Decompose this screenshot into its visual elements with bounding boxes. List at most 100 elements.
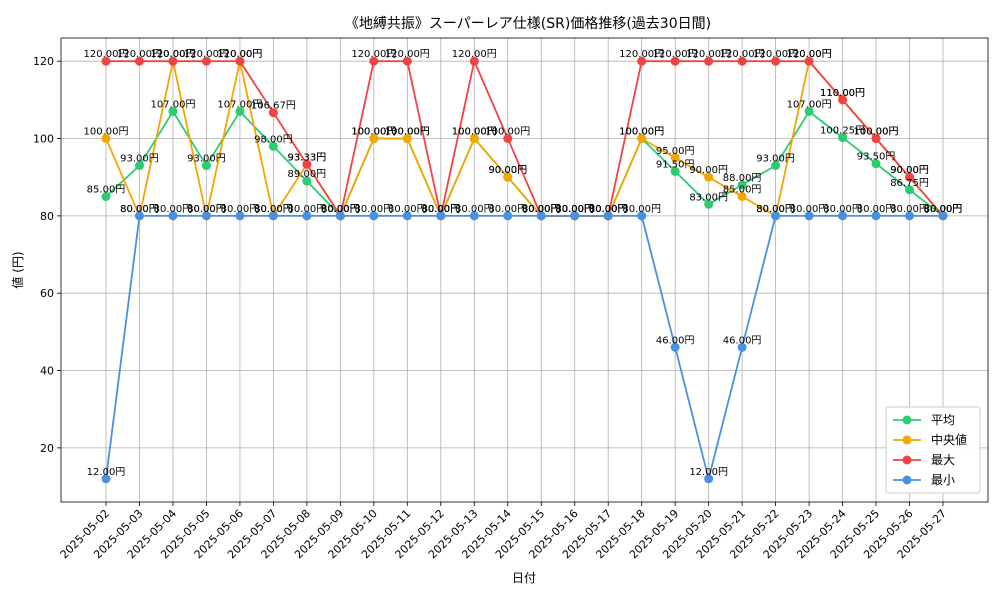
data-label-2: 90.00円 [890,165,929,176]
data-point-3 [905,211,915,221]
data-label-3: 80.00円 [120,204,159,215]
data-label-2: 80.00円 [555,204,594,215]
data-label-0: 107.00円 [217,99,262,110]
data-label-3: 12.00円 [689,467,728,478]
data-label-2: 120.00円 [217,49,262,60]
data-point-3 [771,211,781,221]
data-label-2: 120.00円 [117,49,162,60]
data-label-1: 80.00円 [555,204,594,215]
data-point-1 [101,134,111,144]
data-label-3: 80.00円 [187,204,226,215]
data-label-1: 90.00円 [689,165,728,176]
data-point-2 [704,56,714,66]
data-label-0: 91.50円 [656,159,695,170]
data-point-2 [268,108,278,118]
data-point-0 [168,106,178,116]
x-axis-label: 日付 [512,571,536,585]
y-tick-label: 20 [40,442,54,455]
data-label-3: 80.00円 [857,204,896,215]
data-point-2 [804,56,814,66]
data-point-3 [436,211,446,221]
data-point-2 [201,56,211,66]
data-label-0: 100.00円 [351,127,396,138]
data-point-3 [871,211,881,221]
data-label-3: 80.00円 [622,204,661,215]
data-point-3 [704,474,714,484]
data-point-0 [235,106,245,116]
series-line-1 [105,59,944,219]
data-label-2: 120.00円 [619,49,664,60]
data-label-1: 90.00円 [890,165,929,176]
data-label-1: 80.00円 [187,204,226,215]
data-label-2: 120.00円 [84,49,129,60]
data-label-0: 107.00円 [150,99,195,110]
data-label-1: 80.00円 [421,204,460,215]
series-lines [105,58,944,480]
data-label-2: 100.00円 [485,127,530,138]
data-label-1: 95.00円 [656,146,695,157]
data-point-2 [302,159,312,169]
data-label-2: 120.00円 [686,49,731,60]
data-label-0: 107.00円 [787,99,832,110]
data-point-0 [302,176,312,186]
data-label-1: 120.00円 [217,49,262,60]
data-point-1 [469,134,479,144]
data-point-3 [369,211,379,221]
y-axis-ticks: 20 40 60 80 100 120 [33,55,61,455]
data-label-2: 80.00円 [924,204,963,215]
data-point-2 [168,56,178,66]
data-point-2 [871,134,881,144]
data-point-3 [737,342,747,352]
data-label-0: 80.00円 [522,204,561,215]
data-label-2: 120.00円 [150,49,195,60]
data-label-3: 80.00円 [555,204,594,215]
data-label-1: 100.00円 [84,127,129,138]
data-label-0: 88.00円 [723,173,762,184]
data-label-1: 120.00円 [787,49,832,60]
legend-marker [902,415,912,425]
y-tick-label: 80 [40,210,54,223]
data-label-1: 120.00円 [150,49,195,60]
data-label-1: 100.00円 [385,127,430,138]
data-label-3: 80.00円 [924,204,963,215]
data-point-2 [905,172,915,182]
data-point-0 [804,106,814,116]
data-point-3 [201,211,211,221]
legend-label: 最小 [931,473,955,487]
data-point-1 [369,134,379,144]
data-point-3 [838,211,848,221]
legend-marker [902,475,912,485]
data-label-3: 80.00円 [890,204,929,215]
data-label-0: 80.00円 [321,204,360,215]
data-label-0: 80.00円 [589,204,628,215]
data-label-2: 80.00円 [589,204,628,215]
data-point-0 [737,180,747,190]
data-label-0: 100.00円 [619,127,664,138]
data-point-3 [637,211,647,221]
data-label-3: 80.00円 [756,204,795,215]
data-label-1: 80.00円 [756,204,795,215]
data-label-1: 100.00円 [619,127,664,138]
data-label-1: 80.00円 [924,204,963,215]
data-label-0: 93.00円 [187,154,226,165]
data-label-2: 120.00円 [385,49,430,60]
data-label-1: 100.00円 [452,127,497,138]
data-point-2 [469,56,479,66]
data-point-3 [503,211,513,221]
data-label-2: 120.00円 [787,49,832,60]
data-point-1 [503,172,513,182]
data-point-1 [704,172,714,182]
data-point-2 [771,56,781,66]
data-point-1 [637,134,647,144]
data-label-1: 100.00円 [854,127,899,138]
data-point-0 [838,133,848,143]
data-point-3 [938,211,948,221]
plot-frame [60,37,989,503]
legend-label: 平均 [931,413,955,427]
data-label-0: 98.00円 [254,134,293,145]
data-point-2 [637,56,647,66]
legend-marker [902,435,912,445]
legend-label: 最大 [931,453,955,467]
